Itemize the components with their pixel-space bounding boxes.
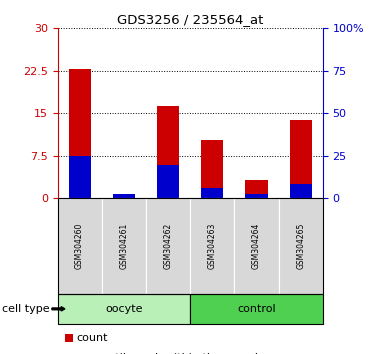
- Text: GSM304260: GSM304260: [75, 223, 84, 269]
- Text: count: count: [77, 333, 108, 343]
- Text: percentile rank within the sample: percentile rank within the sample: [77, 353, 265, 354]
- Text: GSM304262: GSM304262: [164, 223, 173, 269]
- Bar: [245, 180, 267, 198]
- Text: cell type: cell type: [3, 304, 50, 314]
- Bar: [290, 120, 312, 198]
- Text: control: control: [237, 304, 276, 314]
- Bar: [113, 194, 135, 198]
- Title: GDS3256 / 235564_at: GDS3256 / 235564_at: [117, 13, 263, 26]
- Text: GSM304264: GSM304264: [252, 223, 261, 269]
- Bar: [157, 165, 179, 198]
- Bar: [245, 194, 267, 198]
- Text: GSM304265: GSM304265: [296, 223, 305, 269]
- Bar: [201, 188, 223, 198]
- Bar: [113, 194, 135, 198]
- Text: GSM304261: GSM304261: [119, 223, 128, 269]
- Bar: [69, 69, 91, 198]
- Bar: [69, 156, 91, 198]
- Bar: [157, 106, 179, 198]
- Text: oocyte: oocyte: [105, 304, 142, 314]
- Text: GSM304263: GSM304263: [208, 223, 217, 269]
- Bar: [290, 184, 312, 198]
- Bar: [201, 141, 223, 198]
